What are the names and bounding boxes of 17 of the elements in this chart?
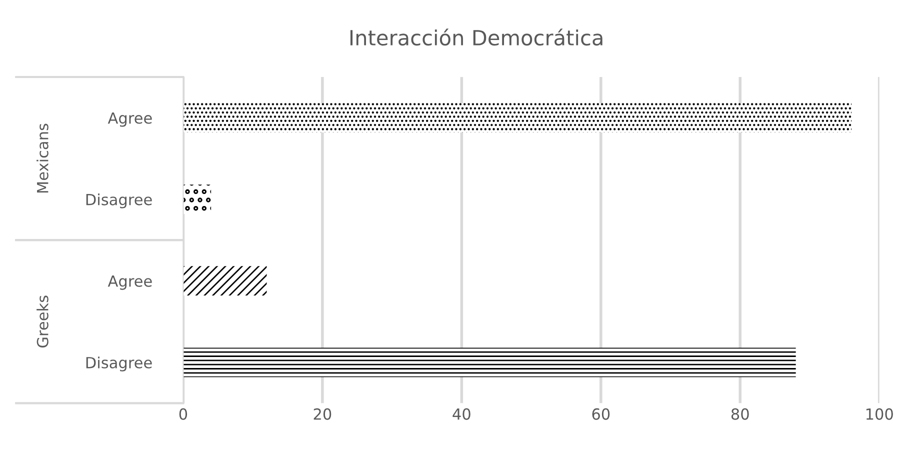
bar — [183, 348, 796, 378]
text: Greeks — [36, 296, 48, 348]
x-tick-label: 100 — [866, 408, 893, 420]
x-tick-label: 0 — [179, 408, 188, 420]
y-tick-label: Disagree — [86, 194, 152, 208]
x-tick-label: 80 — [731, 408, 749, 420]
y-tick-label: Agree — [108, 276, 152, 290]
x-tick-label: 40 — [452, 408, 470, 420]
y-tick-label: Agree — [108, 112, 152, 127]
bar — [183, 103, 852, 132]
y-tick-label: Disagree — [86, 356, 152, 372]
chart-title: Interacción Democrática — [350, 28, 602, 46]
x-tick-label: 20 — [314, 408, 332, 420]
x-tick-label: 60 — [592, 408, 610, 420]
text: Mexicans — [36, 124, 48, 193]
bar — [183, 184, 212, 214]
bar — [183, 266, 267, 296]
